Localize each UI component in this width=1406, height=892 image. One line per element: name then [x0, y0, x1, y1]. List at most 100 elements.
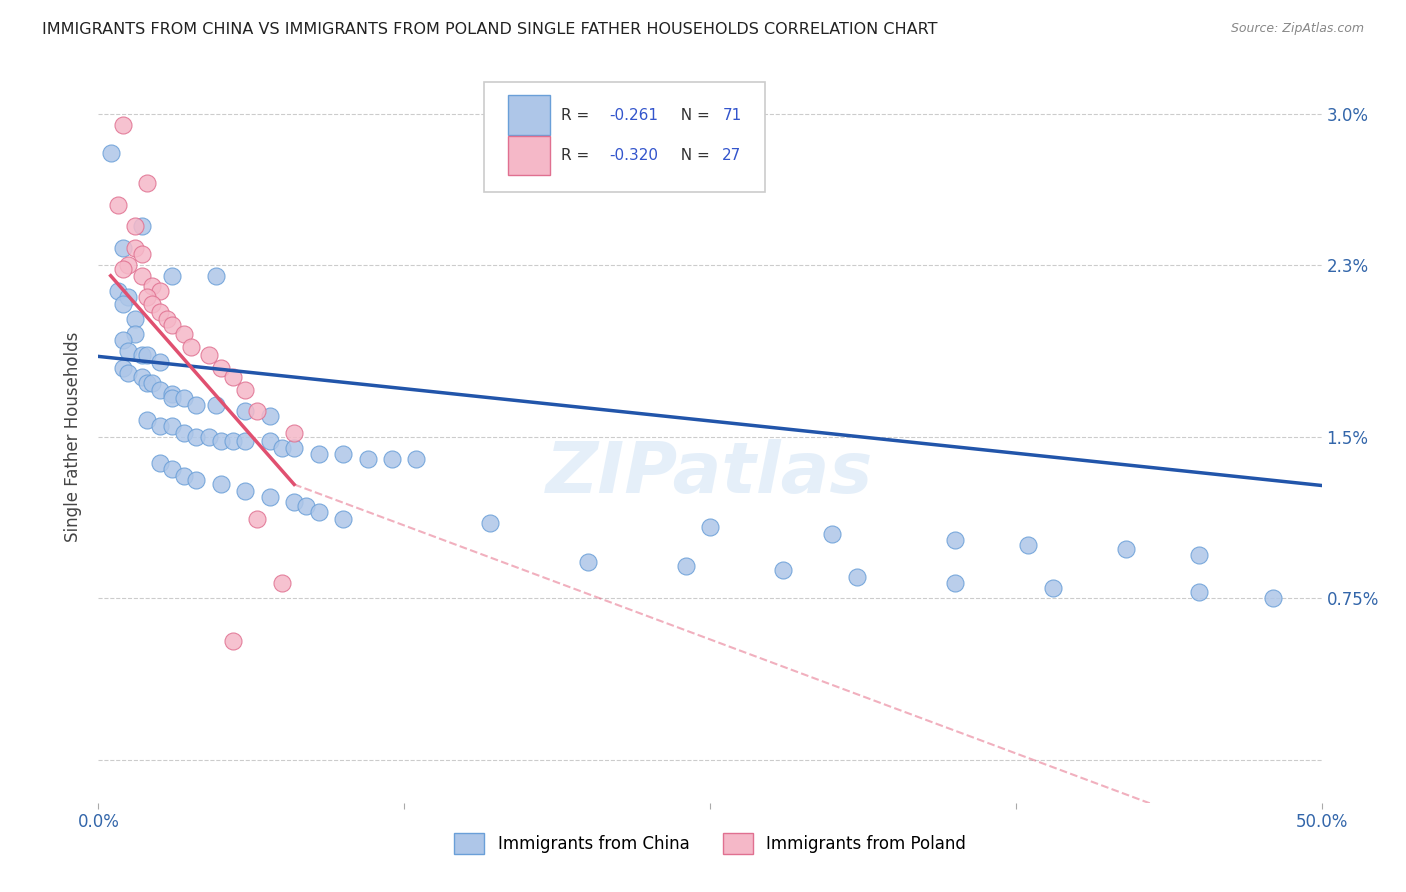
- Text: Source: ZipAtlas.com: Source: ZipAtlas.com: [1230, 22, 1364, 36]
- Text: 71: 71: [723, 108, 741, 123]
- Point: [222, 634, 245, 648]
- Text: R =: R =: [561, 148, 593, 163]
- Point: [160, 268, 183, 283]
- Point: [180, 340, 202, 354]
- Text: -0.261: -0.261: [610, 108, 659, 123]
- Point: [156, 311, 179, 326]
- Point: [405, 451, 427, 466]
- Point: [131, 348, 153, 362]
- Point: [136, 290, 159, 304]
- Point: [381, 451, 404, 466]
- Point: [173, 425, 195, 440]
- Point: [160, 462, 183, 476]
- Point: [259, 409, 281, 423]
- Point: [111, 118, 134, 132]
- Point: [943, 576, 966, 591]
- Point: [160, 419, 183, 434]
- Point: [111, 333, 134, 347]
- Point: [246, 404, 269, 418]
- Point: [1017, 538, 1039, 552]
- Point: [845, 570, 868, 584]
- Point: [1261, 591, 1284, 606]
- Point: [117, 366, 139, 380]
- Point: [107, 284, 129, 298]
- Point: [205, 268, 228, 283]
- Point: [149, 284, 172, 298]
- Point: [136, 376, 159, 391]
- Point: [283, 441, 305, 455]
- Point: [356, 451, 378, 466]
- Point: [259, 434, 281, 449]
- Point: [111, 296, 134, 310]
- Point: [209, 477, 232, 491]
- Point: [246, 512, 269, 526]
- Point: [233, 383, 256, 397]
- Point: [160, 318, 183, 333]
- Point: [197, 348, 219, 362]
- Point: [821, 527, 844, 541]
- Point: [295, 499, 318, 513]
- Point: [209, 434, 232, 449]
- Point: [1115, 541, 1137, 556]
- Point: [209, 361, 232, 376]
- Point: [111, 262, 134, 277]
- Point: [186, 398, 208, 412]
- Point: [124, 219, 146, 234]
- Text: N =: N =: [671, 108, 714, 123]
- Point: [141, 296, 163, 310]
- Point: [117, 290, 139, 304]
- Point: [107, 198, 129, 212]
- Point: [100, 146, 122, 161]
- Point: [1188, 549, 1211, 563]
- Point: [1188, 585, 1211, 599]
- Point: [270, 576, 294, 591]
- Text: 27: 27: [723, 148, 741, 163]
- Point: [699, 520, 721, 534]
- Point: [197, 430, 219, 444]
- Point: [131, 219, 153, 234]
- Y-axis label: Single Father Households: Single Father Households: [65, 332, 83, 542]
- Text: IMMIGRANTS FROM CHINA VS IMMIGRANTS FROM POLAND SINGLE FATHER HOUSEHOLDS CORRELA: IMMIGRANTS FROM CHINA VS IMMIGRANTS FROM…: [42, 22, 938, 37]
- Point: [160, 387, 183, 401]
- Point: [332, 447, 354, 461]
- Point: [141, 279, 163, 293]
- Point: [160, 392, 183, 406]
- Point: [131, 369, 153, 384]
- Point: [259, 491, 281, 505]
- Point: [332, 512, 354, 526]
- Point: [186, 473, 208, 487]
- Point: [149, 305, 172, 319]
- Point: [222, 434, 245, 449]
- Point: [136, 176, 159, 190]
- Point: [124, 311, 146, 326]
- Point: [186, 430, 208, 444]
- Point: [772, 564, 794, 578]
- Point: [1042, 581, 1064, 595]
- Point: [141, 376, 163, 391]
- Point: [173, 468, 195, 483]
- Point: [136, 348, 159, 362]
- Point: [149, 355, 172, 369]
- Point: [308, 505, 330, 519]
- Point: [675, 559, 697, 574]
- Point: [117, 258, 139, 272]
- Point: [111, 241, 134, 255]
- Text: -0.320: -0.320: [610, 148, 659, 163]
- Point: [308, 447, 330, 461]
- Point: [131, 247, 153, 261]
- Point: [117, 344, 139, 359]
- FancyBboxPatch shape: [508, 136, 550, 175]
- Point: [233, 404, 256, 418]
- Text: ZIPatlas: ZIPatlas: [547, 439, 873, 508]
- Point: [111, 361, 134, 376]
- Point: [124, 326, 146, 341]
- FancyBboxPatch shape: [508, 95, 550, 135]
- Point: [576, 555, 599, 569]
- Point: [173, 392, 195, 406]
- Point: [173, 326, 195, 341]
- Point: [222, 369, 245, 384]
- Point: [149, 419, 172, 434]
- Point: [283, 425, 305, 440]
- Point: [283, 494, 305, 508]
- Point: [943, 533, 966, 548]
